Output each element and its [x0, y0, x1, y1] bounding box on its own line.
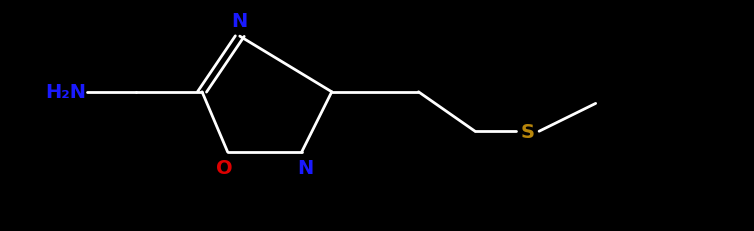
Text: S: S: [521, 122, 535, 141]
Text: H₂N: H₂N: [45, 83, 86, 102]
Text: N: N: [297, 158, 314, 177]
Text: O: O: [216, 158, 232, 177]
Text: N: N: [231, 12, 248, 31]
